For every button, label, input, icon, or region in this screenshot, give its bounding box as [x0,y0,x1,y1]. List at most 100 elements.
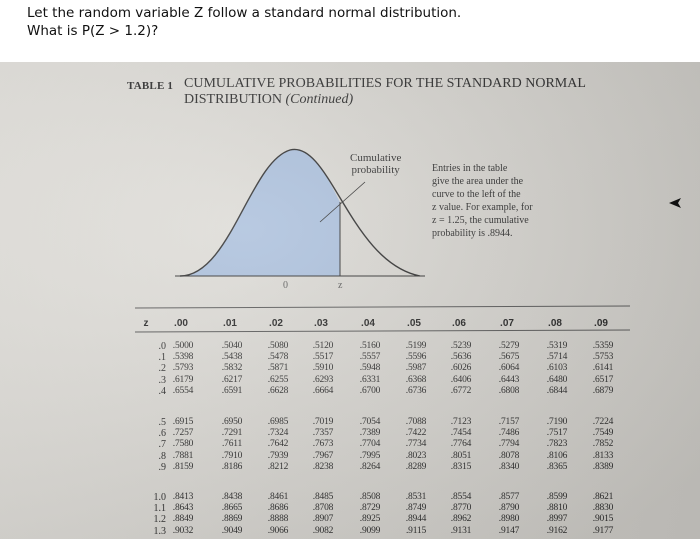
probability-cell: .7054 [359,417,381,427]
probability-cell: .8508 [359,492,381,502]
probability-cell: .6293 [312,374,334,385]
column-header: .03 [314,318,328,329]
probability-cell: .9147 [498,525,520,536]
axis-zero-label: 0 [283,280,288,291]
probability-cell: .6443 [498,374,520,385]
probability-cell: .7794 [498,439,520,450]
z-value: .4 [158,385,167,397]
probability-cell: .7910 [221,450,243,461]
probability-cell: .6985 [267,417,289,427]
probability-cell: .6772 [450,385,472,396]
probability-cell: .8810 [546,503,568,514]
probability-cell: .5753 [592,352,614,363]
probability-cell: .5517 [312,352,334,363]
probability-cell: .9049 [221,525,243,536]
probability-cell: .8599 [546,492,568,502]
probability-cell: .8665 [221,503,243,514]
z-value: .2 [158,363,167,375]
probability-cell: .5832 [221,363,243,374]
column-header: .07 [500,318,514,329]
column-header: .02 [269,318,283,329]
probability-cell: .6064 [498,363,520,374]
z-value: .7 [158,439,167,451]
probability-cell: .5675 [498,352,520,363]
probability-cell: .8980 [498,514,520,525]
probability-cell: .8340 [498,461,520,472]
z-value: .8 [158,450,167,462]
z-value: .5 [158,417,167,428]
table-label: TABLE 1 [127,80,174,92]
probability-cell: .7939 [267,450,289,461]
column-header: .00 [174,318,188,329]
probability-cell: .9177 [592,525,614,536]
probability-cell: .6255 [267,374,289,385]
probability-cell: .8531 [405,492,427,502]
probability-cell: .6406 [450,374,472,385]
probability-cell: .8749 [405,503,427,514]
probability-cell: .9032 [172,525,194,536]
probability-cell: .8438 [221,492,243,502]
z-value: 1.1 [153,503,167,515]
table-title-line-2: DISTRIBUTION (Continued) [184,92,604,108]
probability-cell: .7190 [546,417,568,427]
probability-cell: .7673 [312,439,334,450]
probability-cell: .8708 [312,503,334,514]
probability-cell: .5279 [498,341,520,351]
probability-cell: .5636 [450,352,472,363]
probability-cell: .5478 [267,352,289,363]
z-value: .9 [158,461,167,473]
probability-cell: .8485 [312,492,334,502]
probability-cell: .5793 [172,363,194,374]
probability-cell: .9162 [546,525,568,536]
entries-line: z value. For example, for [432,202,533,213]
probability-cell: .6950 [221,417,243,427]
probability-cell: .6808 [498,385,520,396]
probability-cell: .6915 [172,417,194,427]
probability-cell: .8643 [172,503,194,514]
probability-cell: .7852 [592,439,614,450]
probability-cell: .8962 [450,514,472,525]
probability-cell: .6517 [592,374,614,385]
probability-cell: .6628 [267,385,289,396]
table-title-continued: (Continued) [285,92,354,107]
table-title-main: DISTRIBUTION [184,92,282,107]
probability-cell: .7967 [312,450,334,461]
probability-cell: .9066 [267,525,289,536]
probability-cell: .8289 [405,461,427,472]
probability-cell: .6554 [172,385,194,396]
probability-cell: .5199 [405,341,427,351]
probability-cell: .7642 [267,439,289,450]
probability-cell: .8413 [172,492,194,502]
probability-cell: .7157 [498,417,520,427]
probability-cell: .7257 [172,428,194,439]
probability-cell: .7019 [312,417,334,427]
table-rules [134,305,631,333]
table-title-line-1: CUMULATIVE PROBABILITIES FOR THE STANDAR… [184,76,586,91]
probability-cell: .8078 [498,450,520,461]
probability-cell: .8869 [221,514,243,525]
probability-cell: .7123 [450,417,472,427]
probability-cell: .6217 [221,374,243,385]
probability-cell: .8554 [450,492,472,502]
probability-cell: .5120 [312,341,334,351]
probability-cell: .8944 [405,514,427,525]
probability-cell: .6141 [592,363,614,374]
probability-cell: .5080 [267,341,289,351]
probability-cell: .5438 [221,352,243,363]
probability-cell: .5160 [359,341,381,351]
probability-cell: .9082 [312,525,334,536]
column-header: .06 [452,318,466,329]
probability-cell: .8729 [359,503,381,514]
probability-cell: .6026 [450,363,472,374]
mouse-pointer-icon [669,198,681,208]
textbook-photo: TABLE 1 CUMULATIVE PROBABILITIES FOR THE… [0,62,700,539]
probability-cell: .8315 [450,461,472,472]
probability-cell: .8925 [359,514,381,525]
z-value: .3 [158,374,167,386]
probability-cell: .9131 [450,525,472,536]
probability-cell: .5398 [172,352,194,363]
z-value: 1.2 [153,514,167,526]
probability-cell: .8577 [498,492,520,502]
probability-cell: .8888 [267,514,289,525]
probability-cell: .7549 [592,428,614,439]
